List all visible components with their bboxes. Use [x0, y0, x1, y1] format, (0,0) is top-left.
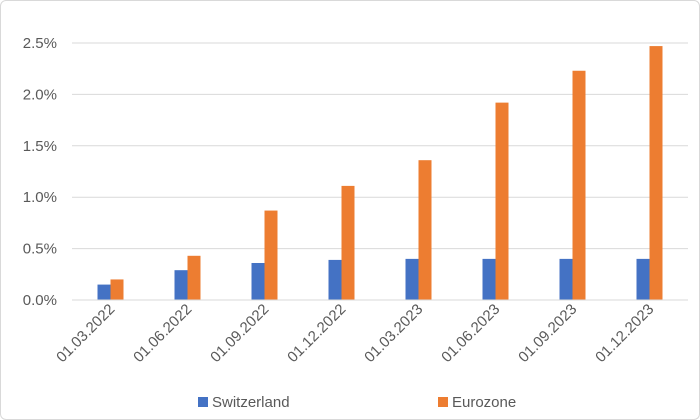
- legend-swatch-switzerland: [198, 397, 208, 407]
- x-tick-label: 01.09.2023: [515, 301, 580, 366]
- gridlines: [72, 42, 688, 250]
- bar-switzerland: [174, 270, 188, 300]
- bar-eurozone: [649, 46, 663, 300]
- x-tick-label: 01.03.2023: [361, 301, 426, 366]
- bar-switzerland: [636, 258, 650, 300]
- y-tick-label: 2.5%: [23, 35, 57, 52]
- bar-switzerland: [328, 259, 342, 300]
- x-tick-label: 01.03.2022: [53, 301, 118, 366]
- x-tick-label: 01.06.2023: [438, 301, 503, 366]
- bar-switzerland: [405, 258, 419, 300]
- bar-eurozone: [418, 160, 432, 300]
- legend-label-switzerland: Switzerland: [212, 394, 290, 411]
- legend: Switzerland Eurozone: [198, 394, 516, 411]
- y-axis-labels: 0.0% 0.5% 1.0% 1.5% 2.0% 2.5%: [23, 35, 57, 309]
- bar-switzerland: [482, 258, 496, 300]
- x-tick-label: 01.12.2022: [284, 301, 349, 366]
- bar-eurozone: [341, 185, 355, 300]
- bar-switzerland: [97, 284, 111, 300]
- y-tick-label: 1.5%: [23, 138, 57, 155]
- y-tick-label: 1.0%: [23, 189, 57, 206]
- bar-eurozone: [110, 279, 124, 300]
- y-tick-label: 0.5%: [23, 241, 57, 258]
- y-tick-label: 2.0%: [23, 86, 57, 103]
- bar-eurozone: [495, 102, 509, 301]
- bar-switzerland: [251, 262, 265, 300]
- bars: [97, 46, 663, 301]
- legend-label-eurozone: Eurozone: [452, 394, 516, 411]
- bar-switzerland: [559, 258, 573, 300]
- x-tick-label: 01.06.2022: [130, 301, 195, 366]
- bar-eurozone: [264, 210, 278, 300]
- x-tick-label: 01.12.2023: [592, 301, 657, 366]
- legend-swatch-eurozone: [438, 397, 448, 407]
- x-tick-label: 01.09.2022: [207, 301, 272, 366]
- bar-eurozone: [187, 255, 201, 300]
- y-tick-label: 0.0%: [23, 292, 57, 309]
- bar-eurozone: [572, 70, 586, 300]
- x-axis-labels: 01.03.2022 01.06.2022 01.09.2022 01.12.2022…: [53, 301, 657, 366]
